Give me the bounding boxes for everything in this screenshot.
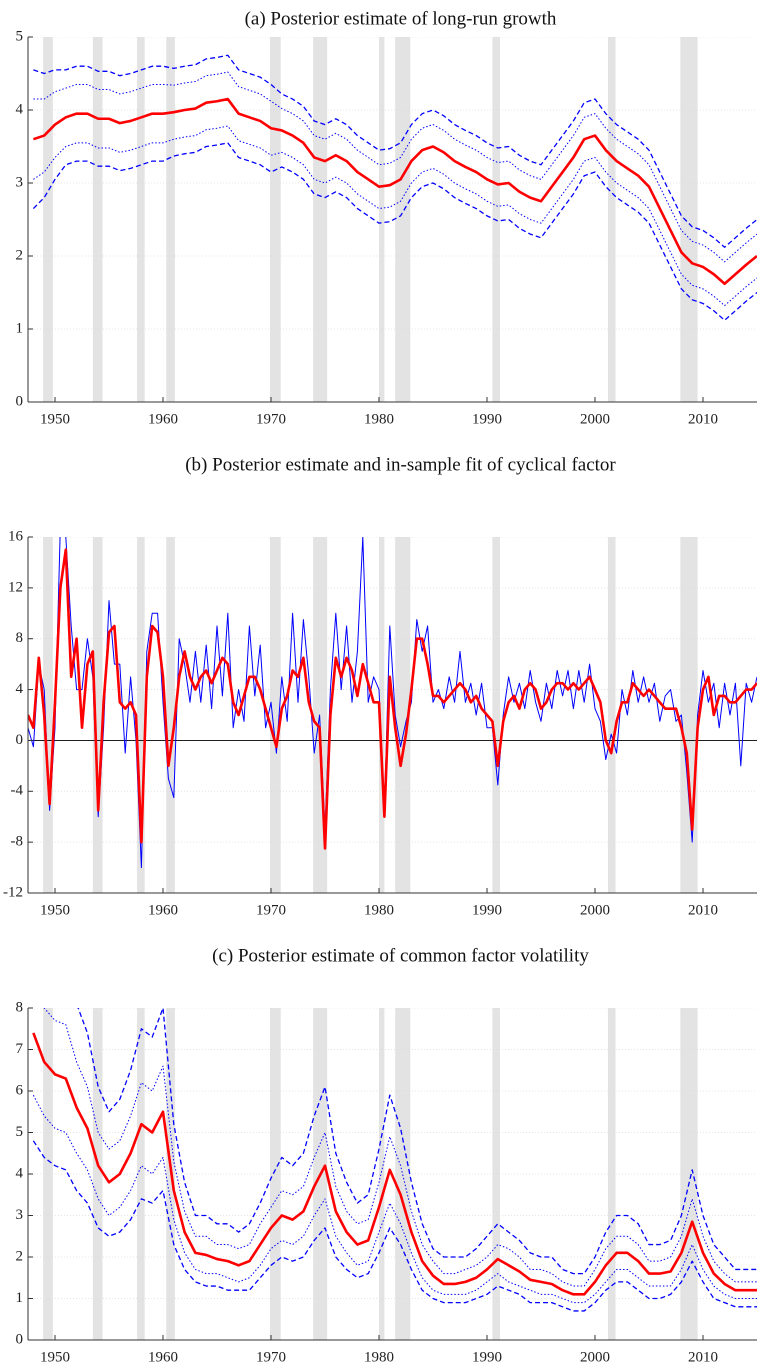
y-tick-label: 1 [16,320,24,336]
panel: (a) Posterior estimate of long-run growt… [16,8,757,427]
y-tick-label: 4 [16,681,24,697]
y-tick-label: 0 [16,1331,24,1347]
x-tick-label: 1990 [472,902,502,918]
y-tick-label: 3 [16,1207,24,1223]
x-tick-label: 1970 [256,411,286,427]
x-tick-label: 1950 [40,1349,70,1365]
shaded-period [43,537,53,893]
x-tick-label: 2000 [580,1349,610,1365]
y-tick-label: -4 [11,783,24,799]
x-tick-label: 2000 [580,902,610,918]
y-tick-label: 4 [16,1165,24,1181]
shaded-period [379,37,385,402]
x-tick-label: 1960 [148,1349,178,1365]
chart-title: (c) Posterior estimate of common factor … [212,945,589,966]
y-tick-label: 2 [16,1248,24,1264]
chart-title: (b) Posterior estimate and in-sample fit… [185,454,616,475]
series-line [43,1008,757,1287]
shaded-period [492,537,500,893]
y-tick-label: 5 [16,1124,24,1140]
x-tick-label: 1950 [40,902,70,918]
shaded-period [92,537,103,893]
plot-area [28,37,757,402]
x-tick-label: 1960 [148,902,178,918]
x-tick-label: 2010 [688,411,718,427]
series-line [33,54,757,248]
x-tick-label: 1950 [40,411,70,427]
shaded-period [137,537,145,893]
y-tick-label: 0 [16,393,24,409]
x-tick-label: 2010 [688,902,718,918]
y-tick-label: 5 [16,28,24,44]
y-tick-label: 6 [16,1082,24,1098]
y-tick-label: 3 [16,174,24,190]
shaded-period [379,537,385,893]
x-tick-label: 1990 [472,411,502,427]
plot-area [28,537,757,893]
x-tick-label: 1980 [364,411,394,427]
shaded-period [607,537,616,893]
series-line [33,71,757,263]
shaded-period [166,537,175,893]
y-tick-label: 8 [16,630,24,646]
series-line [32,1094,757,1304]
y-tick-label: 4 [16,101,24,117]
x-tick-label: 1970 [256,902,286,918]
series-line [32,97,757,286]
x-tick-label: 2010 [688,1349,718,1365]
x-tick-label: 1990 [472,1349,502,1365]
shaded-period [269,1008,281,1340]
panel: (b) Posterior estimate and in-sample fit… [3,454,757,918]
x-tick-label: 1980 [364,1349,394,1365]
series-line [32,142,757,321]
series-line [28,548,757,850]
series-line [32,1140,757,1312]
shaded-period [395,37,411,402]
shaded-period [680,37,698,402]
series-line [32,1032,757,1296]
y-tick-label: 0 [16,732,24,748]
shaded-period [607,37,616,402]
shaded-period [92,37,103,402]
panel: (c) Posterior estimate of common factor … [16,945,757,1365]
y-tick-label: -12 [3,884,23,900]
y-tick-label: -8 [11,834,24,850]
y-tick-label: 16 [8,528,24,544]
x-tick-label: 2000 [580,411,610,427]
shaded-period [607,1008,616,1340]
y-tick-label: 2 [16,247,24,263]
x-tick-label: 1970 [256,1349,286,1365]
shaded-period [43,37,53,402]
y-tick-label: 12 [8,579,23,595]
shaded-period [313,37,328,402]
shaded-period [43,1008,53,1340]
chart-title: (a) Posterior estimate of long-run growt… [245,8,557,29]
shaded-period [680,537,698,893]
plot-area [28,1008,757,1340]
y-tick-label: 8 [16,999,24,1015]
y-tick-label: 1 [16,1290,24,1306]
x-tick-label: 1960 [148,411,178,427]
shaded-period [166,37,175,402]
shaded-period [269,537,281,893]
shaded-period [379,1008,385,1340]
shaded-period [395,537,411,893]
y-tick-label: 7 [16,1041,24,1057]
x-tick-label: 1980 [364,902,394,918]
shaded-period [137,37,145,402]
shaded-period [269,37,281,402]
shaded-period [137,1008,145,1340]
